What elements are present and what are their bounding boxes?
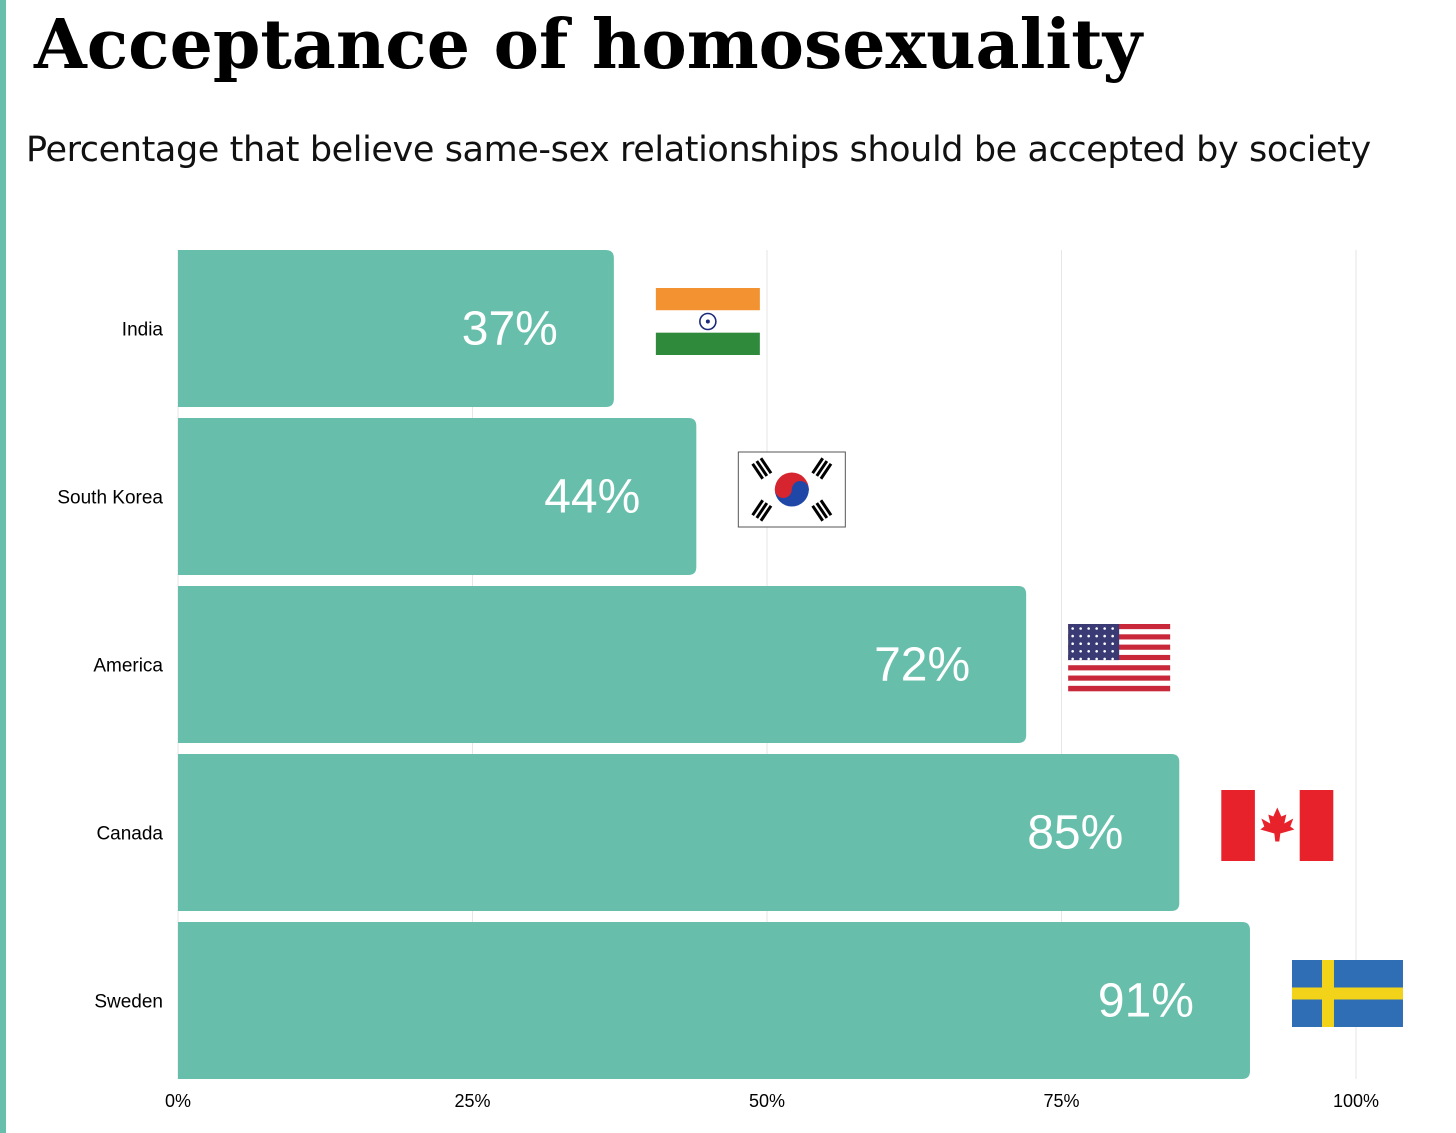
value-label: 37% xyxy=(462,303,558,356)
bar-india xyxy=(178,250,614,407)
bar-america xyxy=(178,586,1027,743)
chart-title: Acceptance of homosexuality xyxy=(34,5,1143,85)
x-tick-label: 0% xyxy=(165,1091,191,1111)
x-tick-label: 100% xyxy=(1333,1091,1379,1111)
value-label: 44% xyxy=(544,471,640,524)
x-tick-label: 25% xyxy=(454,1091,490,1111)
chart-subtitle: Percentage that believe same-sex relatio… xyxy=(26,130,1371,170)
value-label: 91% xyxy=(1098,975,1194,1028)
category-label: America xyxy=(93,656,163,677)
sweden-flag xyxy=(1291,960,1403,1027)
category-label: Sweden xyxy=(94,992,163,1013)
bar-sweden xyxy=(178,922,1250,1079)
bar-canada xyxy=(178,754,1180,911)
category-label: South Korea xyxy=(57,488,163,509)
bar-south-korea xyxy=(178,418,697,575)
value-label: 85% xyxy=(1027,807,1123,860)
x-tick-label: 75% xyxy=(1043,1091,1079,1111)
canada-flag xyxy=(1221,790,1334,861)
usa-flag xyxy=(1068,624,1171,692)
category-label: India xyxy=(122,320,164,341)
india-flag xyxy=(655,288,760,355)
accent-bar xyxy=(0,0,6,1133)
category-label: Canada xyxy=(96,824,163,845)
value-label: 72% xyxy=(874,639,970,692)
south-korea-flag xyxy=(737,451,846,528)
x-tick-label: 50% xyxy=(749,1091,785,1111)
